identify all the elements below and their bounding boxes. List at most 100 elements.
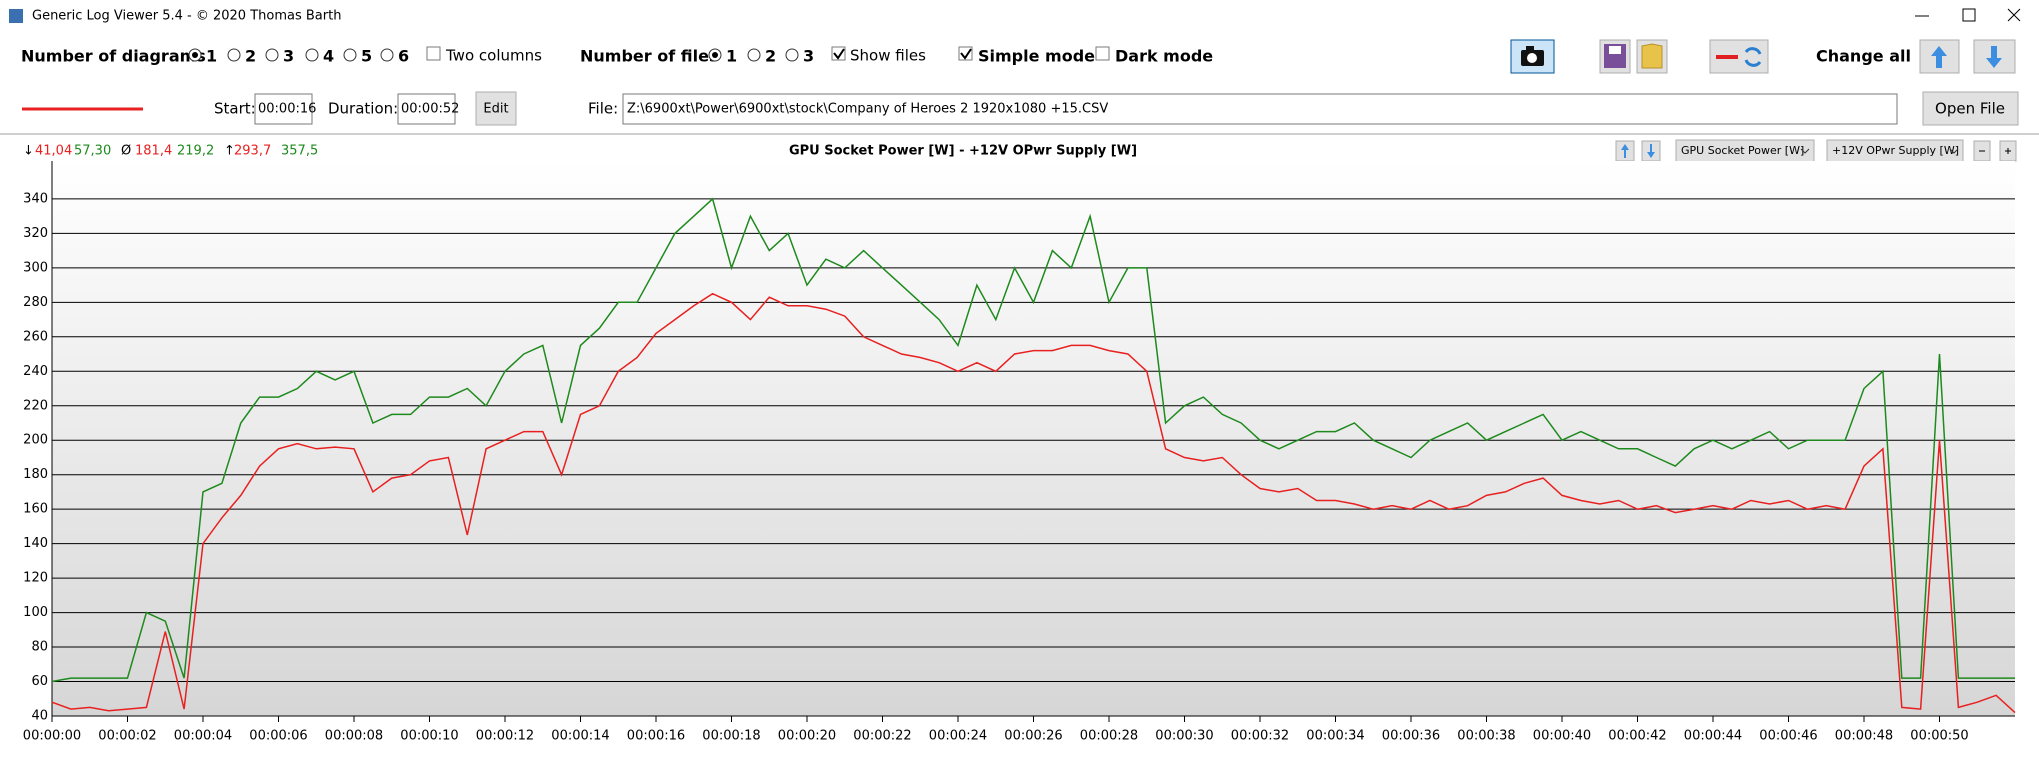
radio-button[interactable] <box>227 48 241 62</box>
app-icon <box>9 9 23 23</box>
save-label <box>1609 46 1621 54</box>
radio-button[interactable] <box>343 48 357 62</box>
radio-label: 2 <box>245 47 256 66</box>
x-tick-label: 00:00:40 <box>1533 729 1591 744</box>
x-tick-label: 00:00:12 <box>476 729 534 744</box>
change-all-label: Change all <box>1816 47 1911 66</box>
two-columns-checkbox[interactable] <box>426 46 441 61</box>
title-bar <box>0 0 2039 32</box>
diagrams-label: Number of diagrams <box>21 47 206 66</box>
series-line <box>51 197 2015 683</box>
files-label: Number of files <box>580 47 718 66</box>
dark-mode-checkbox[interactable] <box>1095 46 1110 61</box>
maximize-button[interactable] <box>1962 8 1976 22</box>
window-title: Generic Log Viewer 5.4 - © 2020 Thomas B… <box>32 9 341 24</box>
radio-label: 1 <box>726 47 737 66</box>
checkmark <box>833 48 845 60</box>
x-tick-label: 00:00:42 <box>1608 729 1666 744</box>
y-tick-label: 120 <box>23 571 48 586</box>
radio-label: 5 <box>361 47 372 66</box>
y-tick-label: 280 <box>23 295 48 310</box>
duration-value: 00:00:52 <box>401 102 459 117</box>
y-tick-label: 240 <box>23 364 48 379</box>
x-tick-label: 00:00:24 <box>929 729 987 744</box>
checkmark <box>960 48 972 60</box>
edit-button[interactable] <box>475 91 517 126</box>
x-tick-label: 00:00:36 <box>1382 729 1440 744</box>
x-tick-label: 00:00:20 <box>778 729 836 744</box>
x-tick-label: 00:00:34 <box>1306 729 1364 744</box>
min-symbol: ↓ <box>23 144 34 159</box>
duration-label: Duration: <box>328 100 398 118</box>
x-tick-label: 00:00:14 <box>551 729 609 744</box>
stat-max: 357,5 <box>281 144 318 159</box>
x-tick-label: 00:00:04 <box>174 729 232 744</box>
x-tick-label: 00:00:06 <box>249 729 307 744</box>
x-tick-label: 00:00:26 <box>1004 729 1062 744</box>
radio-dot <box>712 52 718 58</box>
radio-button[interactable] <box>305 48 319 62</box>
folder-icon <box>1641 43 1663 69</box>
radio-button[interactable] <box>380 48 394 62</box>
file-path: Z:\6900xt\Power\6900xt\stock\Company of … <box>627 102 1108 117</box>
series-line <box>51 292 2016 714</box>
x-tick-label: 00:00:02 <box>98 729 156 744</box>
radio-label: 1 <box>206 47 217 66</box>
y-tick-label: 320 <box>23 226 48 241</box>
x-tick-label: 00:00:00 <box>23 729 81 744</box>
series-2-selected: +12V OPwr Supply [W] <box>1832 144 1959 157</box>
x-tick-label: 00:00:28 <box>1080 729 1138 744</box>
start-input[interactable] <box>254 93 313 125</box>
radio-label: 2 <box>765 47 776 66</box>
x-tick-label: 00:00:38 <box>1457 729 1515 744</box>
dropdown-arrow <box>1800 148 1810 154</box>
max-symbol: ↑ <box>224 144 235 159</box>
radio-dot <box>192 52 198 58</box>
simple-mode-checkbox[interactable] <box>958 46 973 61</box>
stat-min: 57,30 <box>74 144 111 159</box>
y-tick-label: 300 <box>23 260 48 275</box>
chart-title: GPU Socket Power [W] - +12V OPwr Supply … <box>789 144 1137 159</box>
x-tick-label: 00:00:22 <box>853 729 911 744</box>
x-tick-label: 00:00:48 <box>1835 729 1893 744</box>
stat-avg: 181,4 <box>135 144 172 159</box>
y-tick-label: 200 <box>23 433 48 448</box>
radio-label: 6 <box>398 47 409 66</box>
duration-input[interactable] <box>397 93 456 125</box>
plus-icon <box>2005 148 2011 154</box>
x-tick-label: 00:00:30 <box>1155 729 1213 744</box>
simple-mode-label: Simple mode <box>978 47 1095 66</box>
file-label: File: <box>588 100 618 118</box>
y-tick-label: 140 <box>23 536 48 551</box>
y-tick-label: 40 <box>31 709 48 724</box>
avg-symbol: Ø <box>121 144 131 159</box>
stat-max: 293,7 <box>234 144 271 159</box>
up-arrow <box>1621 144 1629 158</box>
y-tick-label: 340 <box>23 191 48 206</box>
edit-label: Edit <box>483 102 508 117</box>
up-arrow <box>1931 46 1947 68</box>
x-tick-label: 00:00:08 <box>325 729 383 744</box>
x-tick-label: 00:00:44 <box>1684 729 1742 744</box>
y-tick-label: 80 <box>31 640 48 655</box>
x-tick-label: 00:00:10 <box>400 729 458 744</box>
y-tick-label: 220 <box>23 398 48 413</box>
radio-label: 4 <box>323 47 334 66</box>
radio-label: 3 <box>283 47 294 66</box>
y-tick-label: 100 <box>23 605 48 620</box>
file-path-input[interactable] <box>622 93 1898 125</box>
open-file-button[interactable] <box>1922 91 2019 126</box>
swap-icon <box>1744 47 1762 67</box>
radio-button[interactable] <box>785 48 799 62</box>
series-1-selected: GPU Socket Power [W] <box>1681 144 1804 157</box>
open-file-label: Open File <box>1935 100 2005 118</box>
down-arrow <box>1647 144 1655 158</box>
radio-label: 3 <box>803 47 814 66</box>
x-tick-label: 00:00:50 <box>1910 729 1968 744</box>
y-tick-label: 160 <box>23 502 48 517</box>
show-files-checkbox[interactable] <box>831 46 846 61</box>
x-tick-label: 00:00:18 <box>702 729 760 744</box>
radio-button[interactable] <box>747 48 761 62</box>
radio-button[interactable] <box>265 48 279 62</box>
close-button[interactable] <box>2007 8 2021 22</box>
